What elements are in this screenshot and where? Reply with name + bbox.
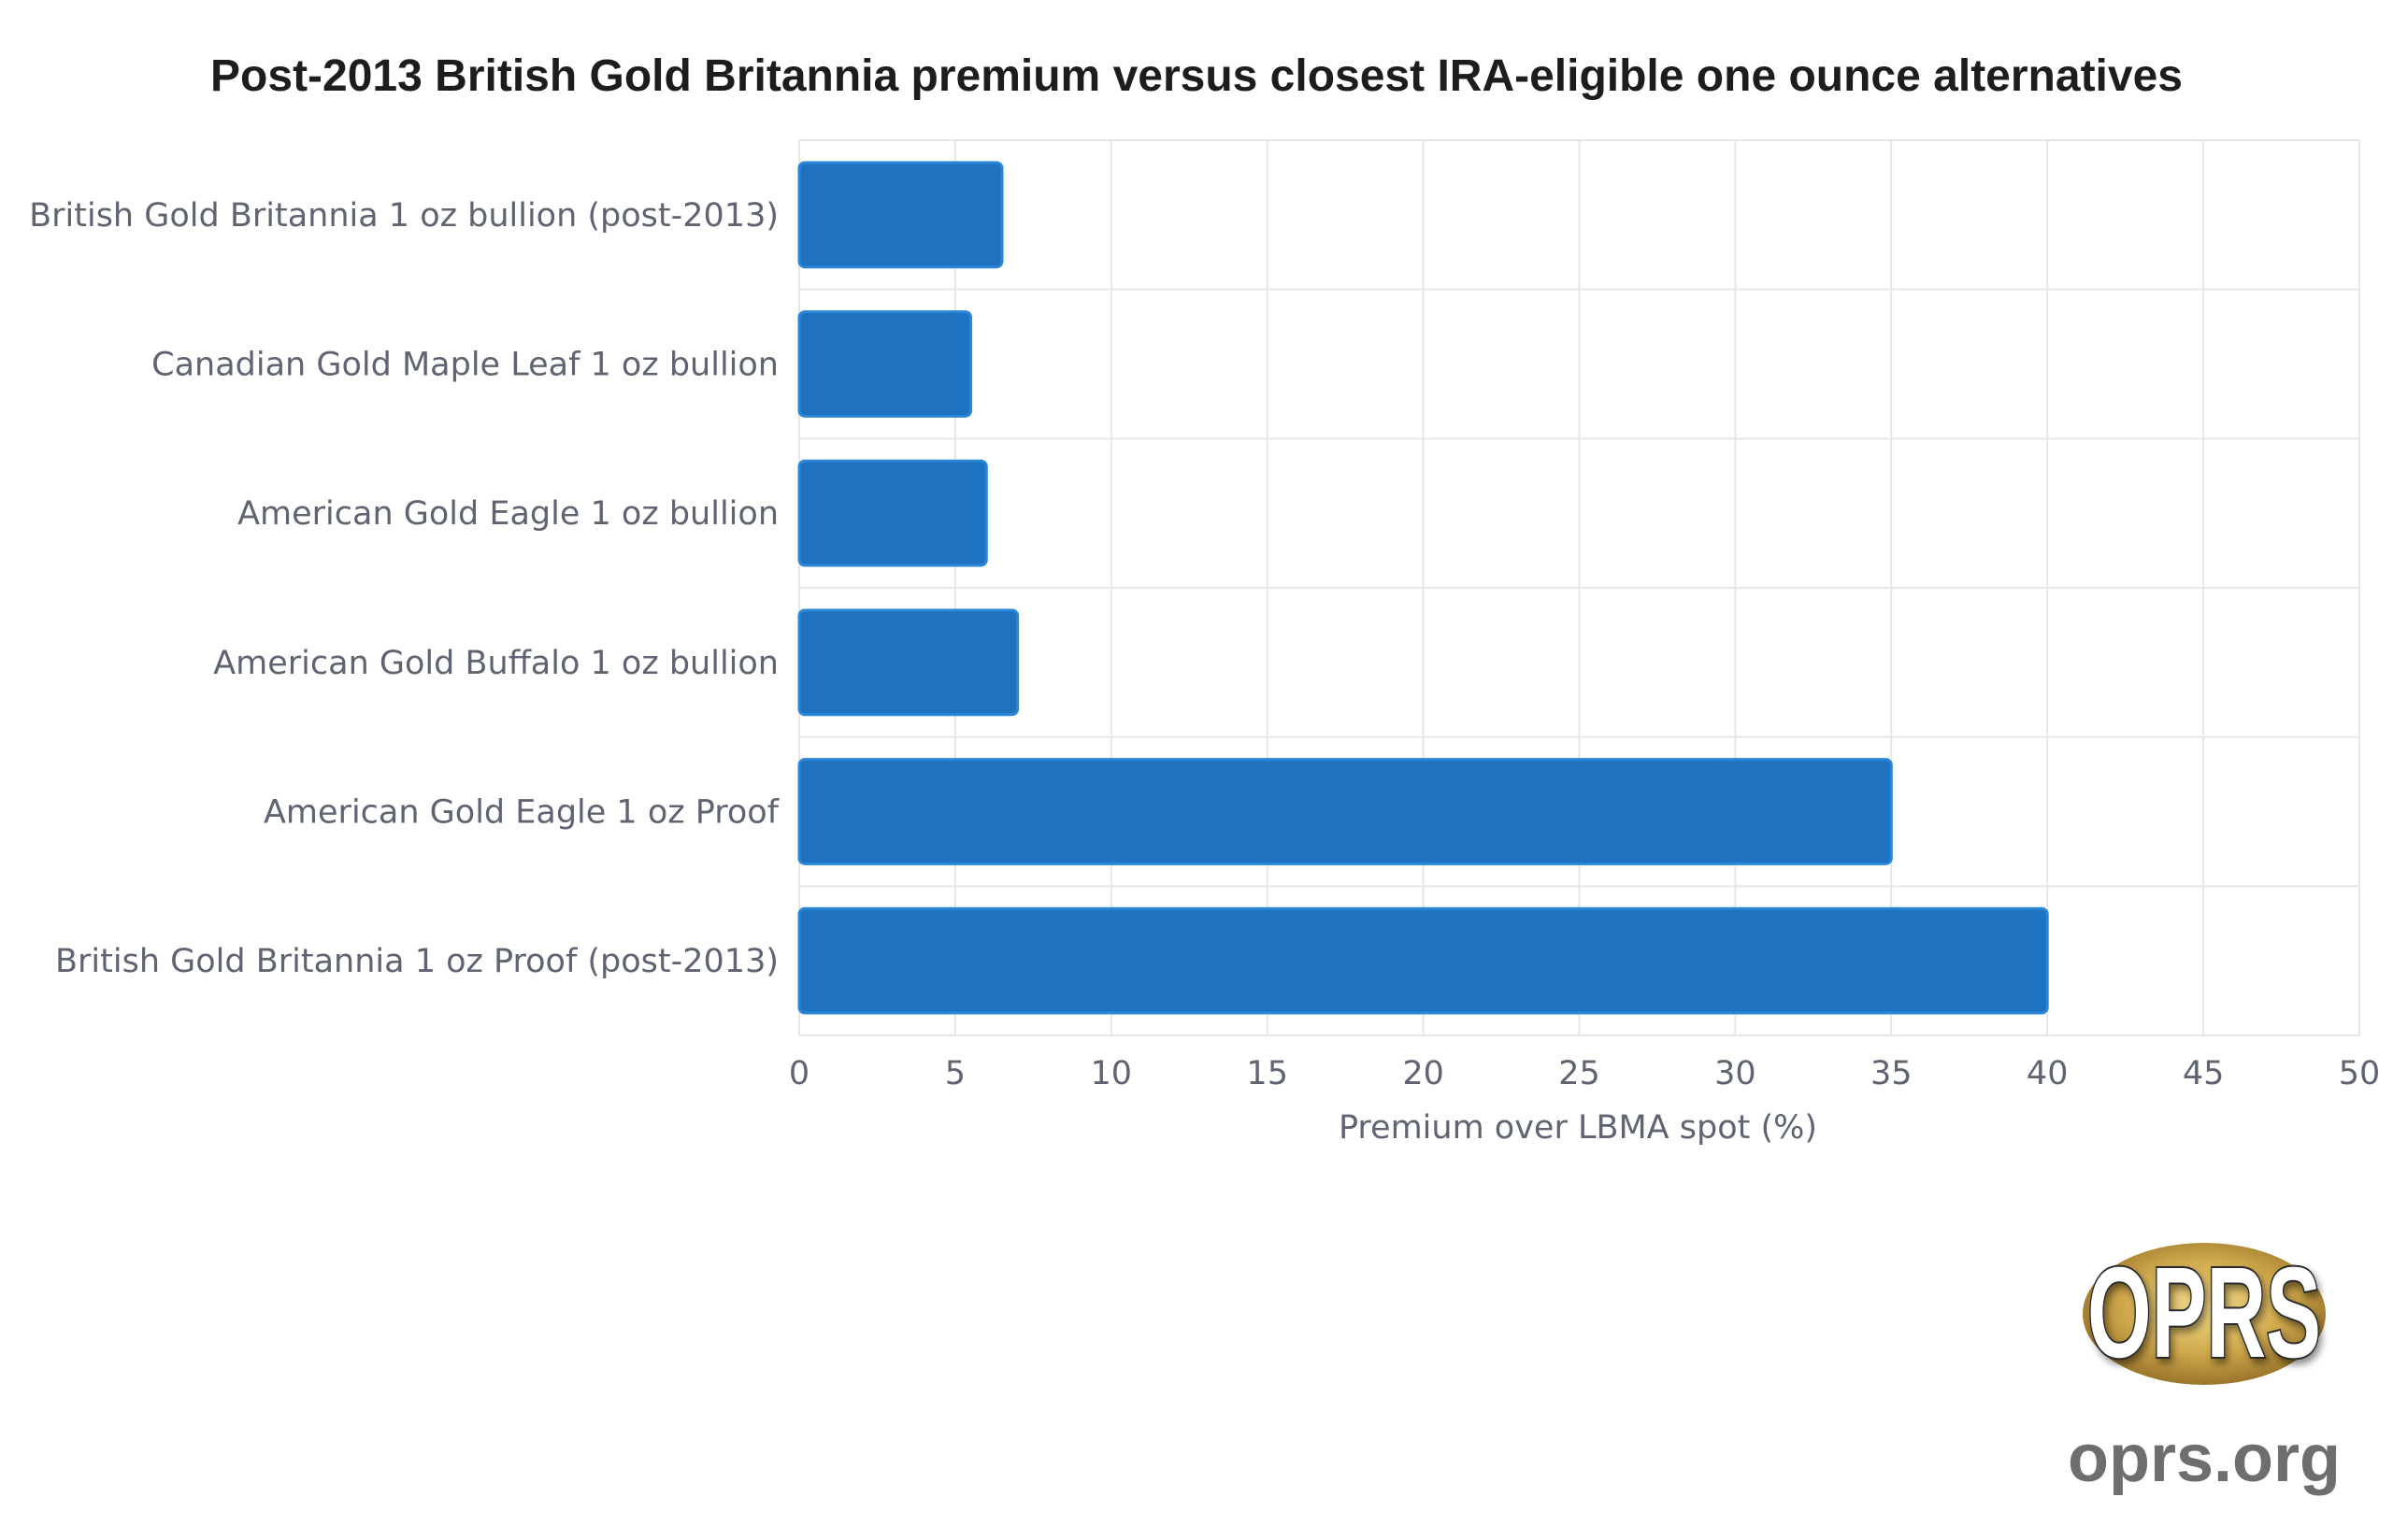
x-tick-label: 30 — [1714, 1055, 1756, 1092]
category-label: British Gold Britannia 1 oz Proof (post-… — [55, 943, 779, 980]
x-tick-label: 20 — [1402, 1055, 1444, 1092]
bar — [797, 906, 2049, 1015]
chart-title: Post-2013 British Gold Britannia premium… — [210, 51, 2183, 101]
bars — [797, 161, 2049, 1015]
logo-text: OPRS — [2087, 1241, 2321, 1385]
x-tick-label: 40 — [2027, 1055, 2069, 1092]
category-label: American Gold Eagle 1 oz bullion — [237, 495, 779, 533]
category-label: Canadian Gold Maple Leaf 1 oz bullion — [151, 347, 779, 384]
x-tick-label: 15 — [1246, 1055, 1288, 1092]
category-label: American Gold Eagle 1 oz Proof — [264, 794, 780, 832]
category-label: British Gold Britannia 1 oz bullion (pos… — [29, 197, 779, 235]
x-tick-label: 0 — [789, 1055, 810, 1092]
site-url: oprs.org — [2068, 1421, 2341, 1496]
x-tick-label: 25 — [1558, 1055, 1600, 1092]
grid — [798, 139, 2360, 1036]
bar — [797, 459, 988, 567]
oprs-logo: OPRS — [2083, 1239, 2326, 1387]
x-tick-label: 5 — [945, 1055, 966, 1092]
x-tick-label: 45 — [2183, 1055, 2225, 1092]
logo-gold-coin — [2083, 1243, 2326, 1385]
x-tick-label: 10 — [1091, 1055, 1133, 1092]
bar — [797, 310, 973, 418]
bar — [797, 161, 1004, 269]
category-labels: British Gold Britannia 1 oz bullion (pos… — [29, 197, 780, 980]
x-axis-title: Premium over LBMA spot (%) — [1339, 1109, 1817, 1147]
x-tick-labels: 0 5 10 15 20 25 30 35 40 45 50 — [789, 1055, 2380, 1092]
x-tick-label: 50 — [2339, 1055, 2381, 1092]
x-tick-label: 35 — [1870, 1055, 1913, 1092]
bar — [797, 758, 1893, 865]
bar — [797, 608, 1020, 717]
category-label: American Gold Buffalo 1 oz bullion — [213, 645, 779, 682]
